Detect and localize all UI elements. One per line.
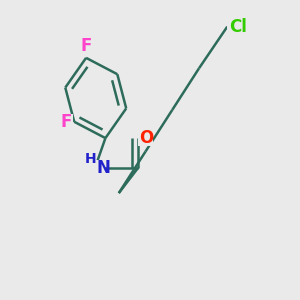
- FancyBboxPatch shape: [77, 38, 95, 53]
- Text: O: O: [140, 129, 154, 147]
- Text: N: N: [97, 159, 110, 177]
- FancyBboxPatch shape: [55, 114, 73, 129]
- FancyBboxPatch shape: [79, 160, 105, 175]
- Text: Cl: Cl: [229, 18, 247, 36]
- Text: F: F: [80, 38, 92, 56]
- Text: F: F: [61, 113, 72, 131]
- FancyBboxPatch shape: [138, 131, 153, 146]
- Text: H: H: [85, 152, 97, 166]
- FancyBboxPatch shape: [227, 19, 248, 34]
